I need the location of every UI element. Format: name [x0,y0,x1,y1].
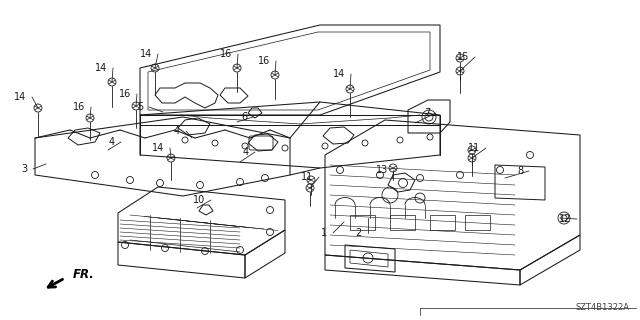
Text: SZT4B1322A: SZT4B1322A [576,303,630,312]
Text: 6: 6 [241,112,247,122]
Text: 14: 14 [333,69,345,79]
Text: 14: 14 [140,49,152,59]
Text: 16: 16 [73,102,85,112]
Text: 14: 14 [95,63,107,73]
Text: 4: 4 [109,137,115,147]
Text: 8: 8 [517,166,523,176]
Text: 14: 14 [13,92,26,102]
Text: 16: 16 [119,89,131,99]
Text: 7: 7 [424,108,430,118]
Text: 2: 2 [356,228,362,238]
Text: 12: 12 [559,214,571,224]
Text: 3: 3 [21,164,27,174]
Text: 16: 16 [258,56,270,66]
Text: 10: 10 [193,195,205,205]
Text: 1: 1 [321,228,327,238]
Text: 4: 4 [243,147,249,157]
Text: 15: 15 [456,52,469,62]
Text: 4: 4 [174,126,180,136]
Text: 11: 11 [468,143,480,153]
Text: 14: 14 [152,143,164,153]
Text: 11: 11 [301,172,313,182]
Text: FR.: FR. [73,268,95,282]
Text: 16: 16 [220,49,232,59]
Text: 5: 5 [137,102,143,112]
Text: 13: 13 [376,165,388,175]
